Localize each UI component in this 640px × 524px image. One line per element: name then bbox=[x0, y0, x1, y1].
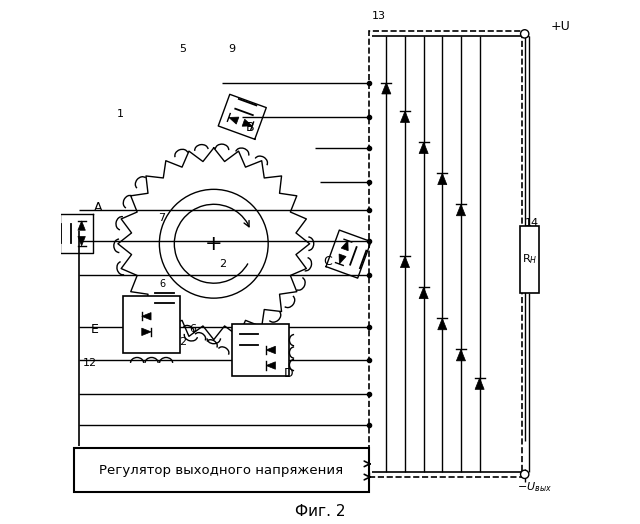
Polygon shape bbox=[341, 241, 348, 250]
Polygon shape bbox=[266, 362, 275, 369]
Text: B: B bbox=[246, 121, 254, 134]
Polygon shape bbox=[266, 346, 275, 354]
Polygon shape bbox=[242, 119, 252, 126]
Text: 6: 6 bbox=[159, 279, 165, 289]
Bar bbox=[369, 31, 522, 477]
Text: 6: 6 bbox=[189, 324, 196, 334]
Polygon shape bbox=[456, 350, 465, 361]
Polygon shape bbox=[339, 254, 346, 264]
Text: 2: 2 bbox=[179, 337, 186, 347]
Text: 1: 1 bbox=[117, 109, 124, 119]
Text: Фиг. 2: Фиг. 2 bbox=[295, 504, 345, 519]
Text: C: C bbox=[323, 255, 332, 268]
Text: 12: 12 bbox=[83, 358, 97, 368]
Bar bbox=[520, 226, 540, 293]
Polygon shape bbox=[382, 83, 391, 94]
Polygon shape bbox=[78, 221, 85, 230]
Polygon shape bbox=[141, 312, 151, 320]
Polygon shape bbox=[475, 378, 484, 389]
Text: E: E bbox=[91, 323, 99, 336]
Text: $-U_{вых}$: $-U_{вых}$ bbox=[517, 481, 552, 494]
Text: A: A bbox=[94, 201, 102, 214]
Polygon shape bbox=[438, 173, 447, 184]
Circle shape bbox=[520, 30, 529, 38]
Polygon shape bbox=[401, 111, 410, 123]
Polygon shape bbox=[438, 319, 447, 330]
Text: D: D bbox=[284, 367, 294, 380]
Bar bbox=[232, 324, 289, 376]
Polygon shape bbox=[419, 287, 428, 299]
Text: R$_H$: R$_H$ bbox=[522, 253, 537, 266]
Text: Регулятор выходного напряжения: Регулятор выходного напряжения bbox=[99, 464, 344, 477]
Text: 7: 7 bbox=[158, 213, 166, 223]
Polygon shape bbox=[456, 204, 465, 216]
Polygon shape bbox=[141, 328, 151, 335]
Polygon shape bbox=[419, 142, 428, 154]
Text: +: + bbox=[205, 234, 223, 254]
Text: 9: 9 bbox=[228, 45, 236, 54]
Text: 2: 2 bbox=[219, 259, 226, 269]
Text: 5: 5 bbox=[179, 45, 186, 54]
Polygon shape bbox=[78, 236, 85, 246]
Polygon shape bbox=[229, 117, 239, 124]
Text: 13: 13 bbox=[372, 11, 386, 21]
Text: +U: +U bbox=[550, 19, 570, 32]
Polygon shape bbox=[401, 256, 410, 268]
Bar bbox=[123, 296, 180, 353]
Circle shape bbox=[520, 470, 529, 478]
Text: 14: 14 bbox=[525, 218, 539, 228]
Bar bbox=[74, 449, 369, 493]
